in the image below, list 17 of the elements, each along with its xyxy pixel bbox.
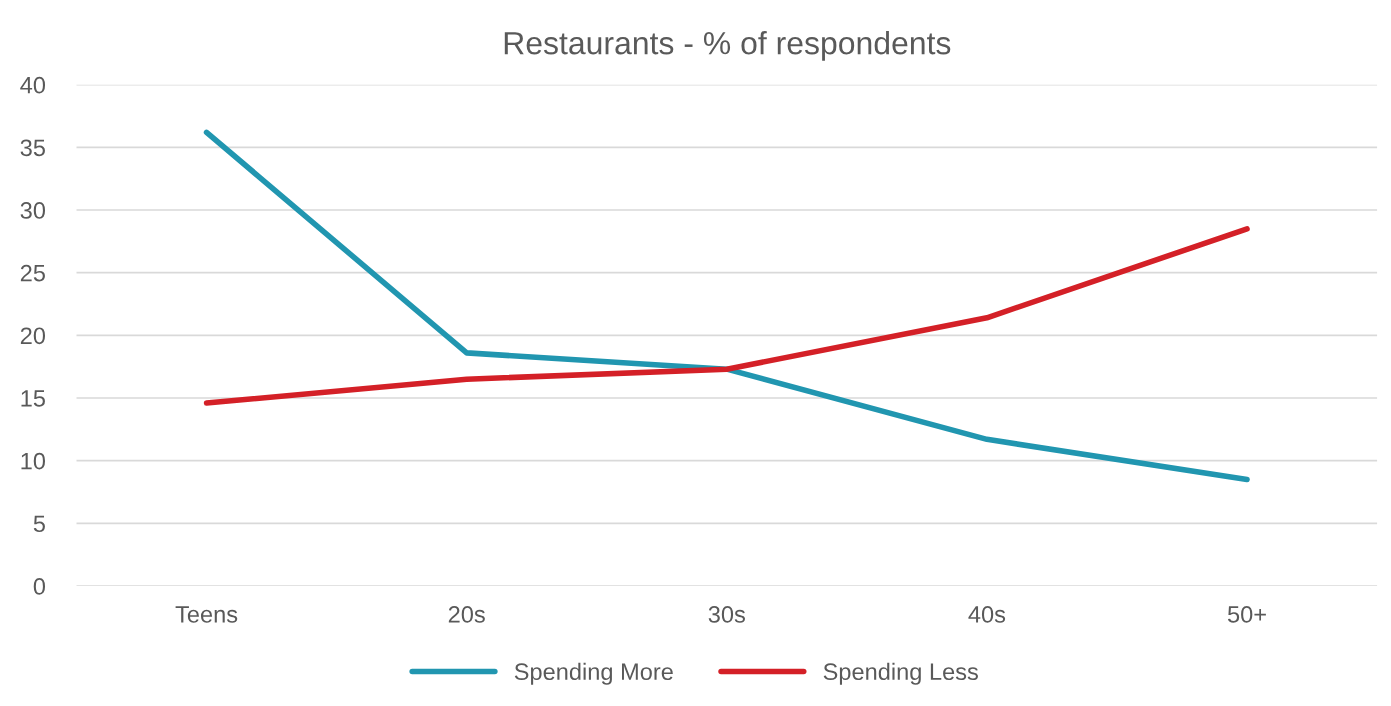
x-tick-label: 30s [708, 606, 745, 623]
x-tick-label: 40s [968, 606, 1006, 623]
y-tick-label: 35 [20, 139, 45, 157]
y-tick-label: 0 [33, 578, 46, 595]
x-tick-label: Teens [175, 606, 238, 623]
legend-label: Spending Less [823, 662, 978, 685]
x-tick-label: 20s [448, 606, 485, 623]
y-tick-label: 25 [20, 264, 45, 282]
y-tick-label: 10 [21, 452, 46, 470]
legend-label: Spending More [514, 662, 673, 685]
y-tick-label: 40 [20, 76, 46, 94]
y-tick-label: 20 [20, 327, 46, 345]
y-tick-label: 15 [21, 390, 45, 407]
x-tick-label: 50+ [1227, 606, 1266, 623]
y-tick-label: 5 [33, 515, 45, 533]
chart-title: Restaurants - % of respondents [504, 31, 951, 61]
y-tick-label: 30 [20, 202, 46, 219]
